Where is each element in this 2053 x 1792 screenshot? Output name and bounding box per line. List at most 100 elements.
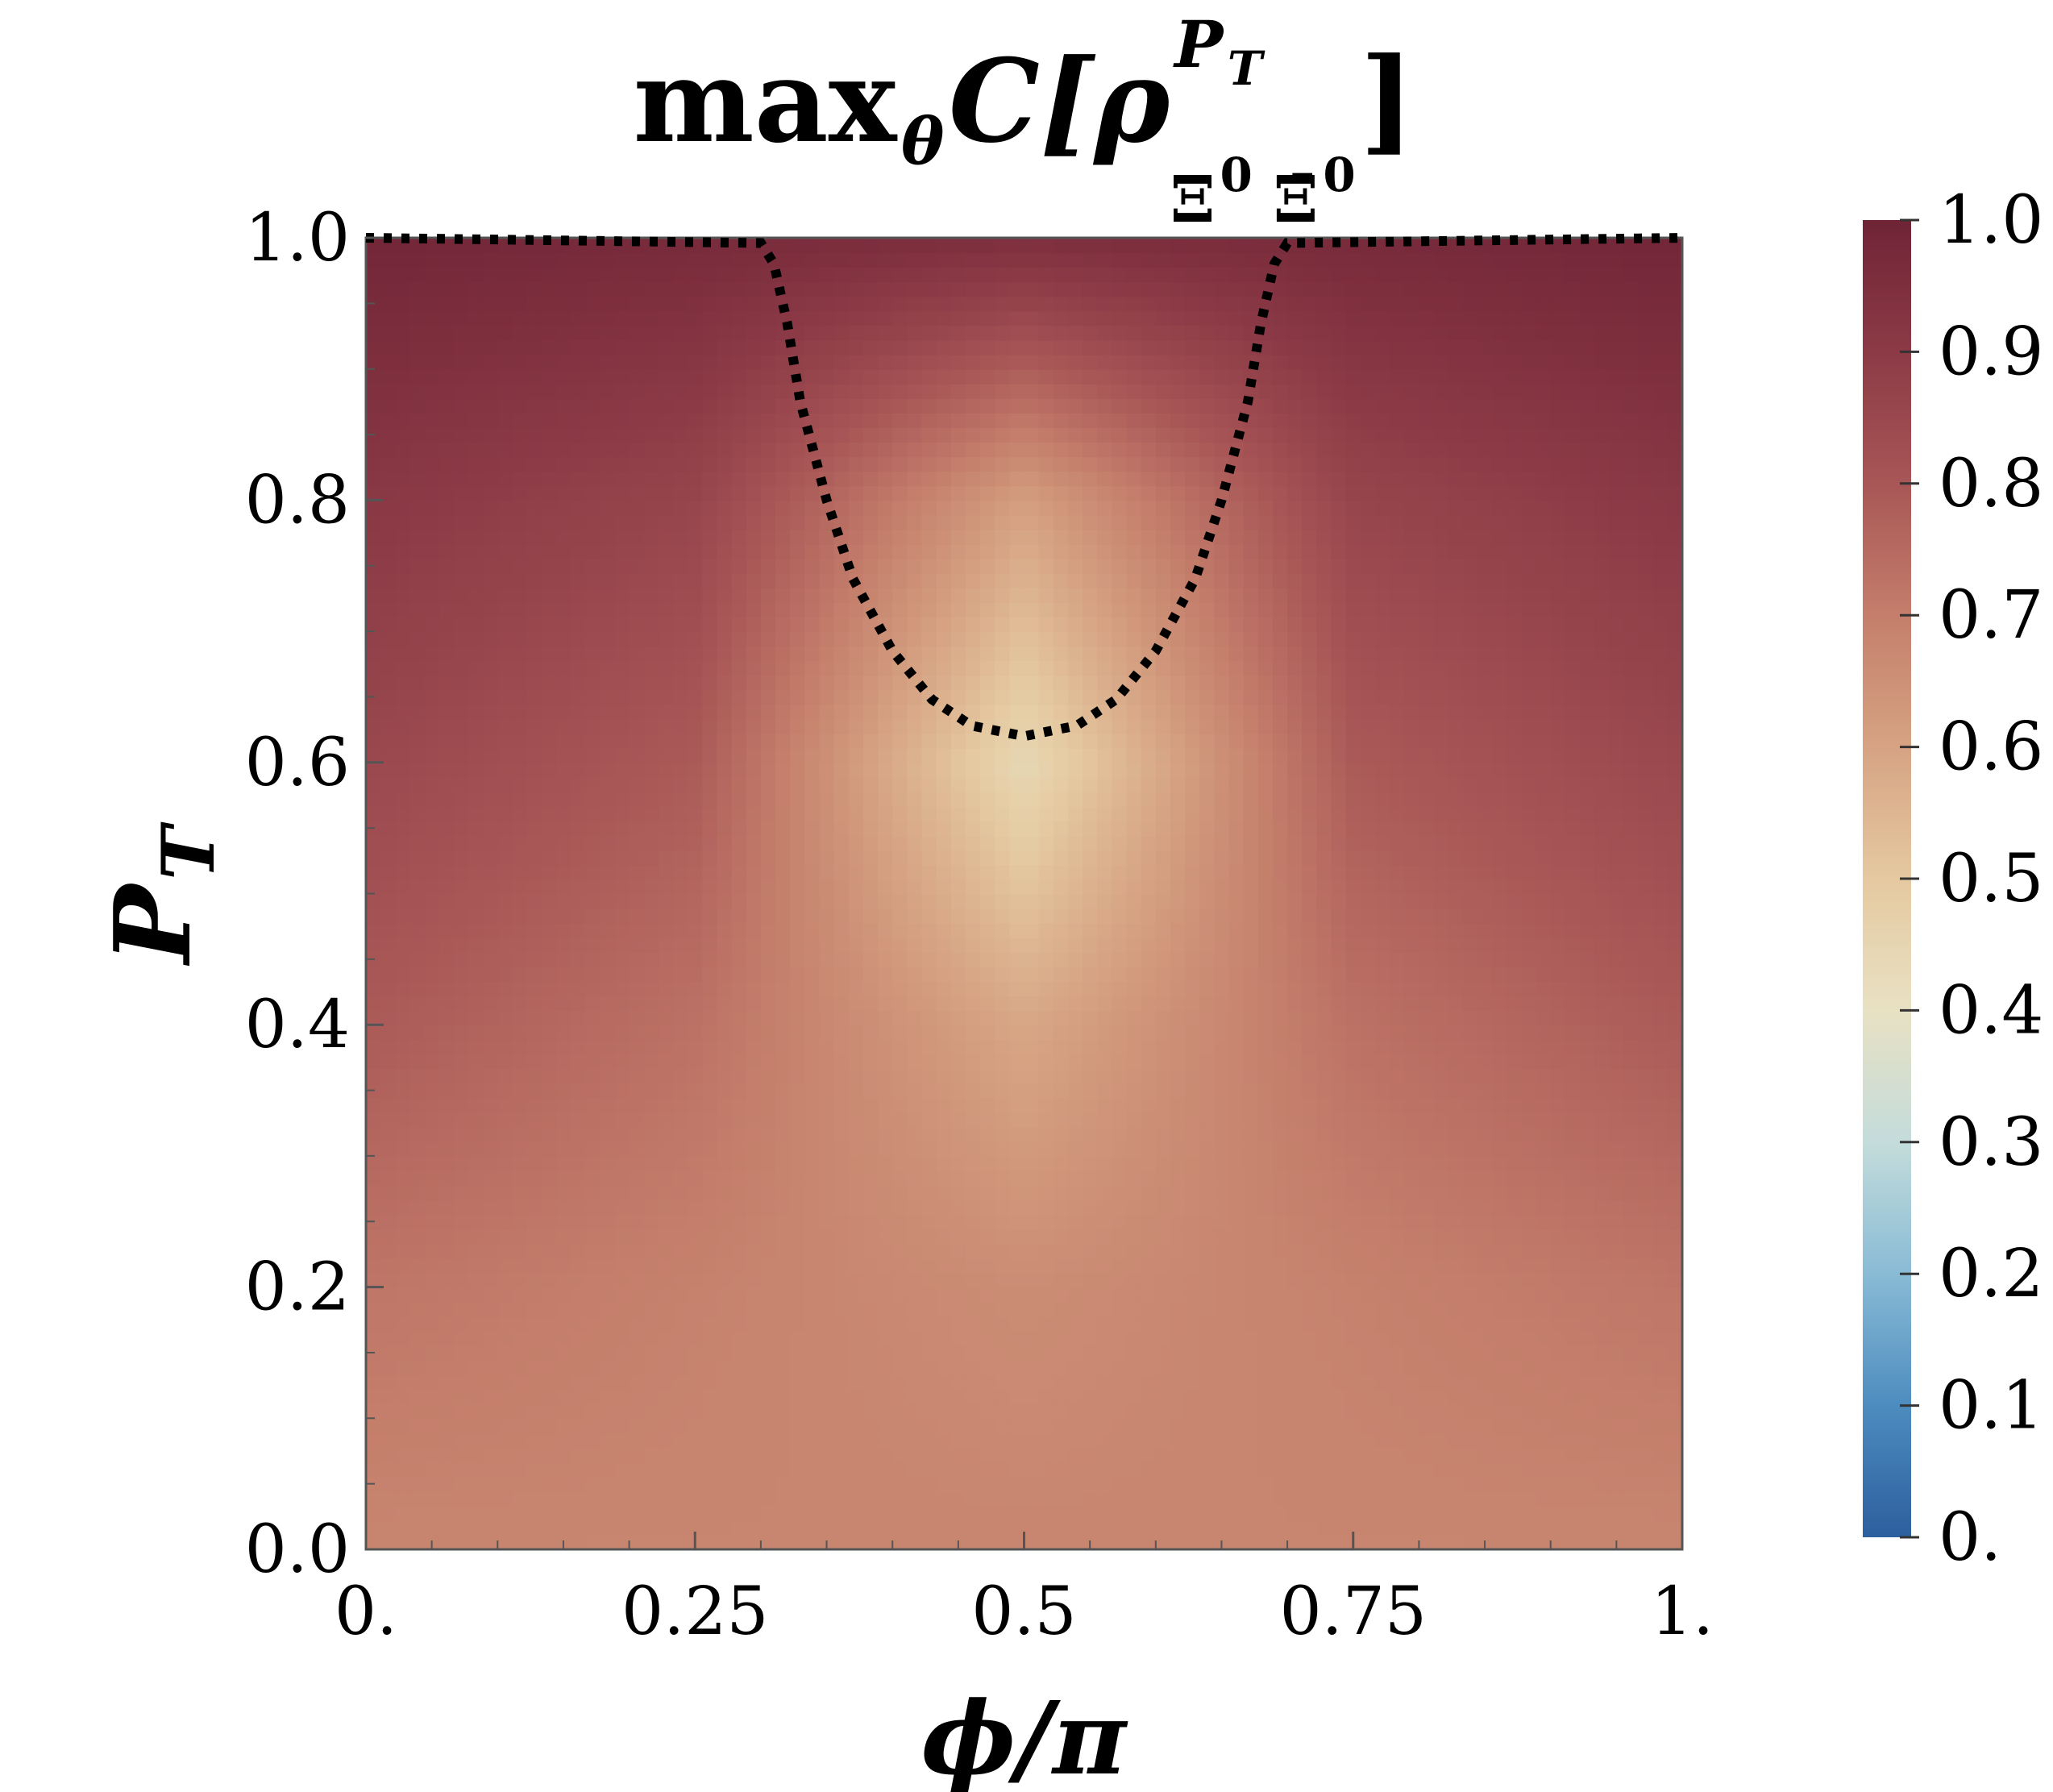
heatmap-cell bbox=[1083, 1520, 1099, 1536]
heatmap-cell bbox=[614, 1418, 630, 1434]
heatmap-cell bbox=[1243, 1360, 1259, 1376]
heatmap-cell bbox=[658, 1258, 674, 1274]
heatmap-cell bbox=[731, 1316, 747, 1332]
heatmap-cell bbox=[746, 864, 762, 880]
heatmap-cell bbox=[1609, 1126, 1625, 1142]
heatmap-cell bbox=[585, 1185, 601, 1201]
heatmap-cell bbox=[1009, 835, 1025, 851]
heatmap-cell bbox=[1170, 1389, 1186, 1405]
heatmap-cell bbox=[1331, 966, 1347, 982]
heatmap-cell bbox=[1360, 1287, 1376, 1303]
heatmap-cell bbox=[790, 1126, 806, 1142]
heatmap-cell bbox=[643, 1214, 659, 1230]
heatmap-cell bbox=[1507, 937, 1523, 953]
heatmap-cell bbox=[1257, 776, 1274, 792]
heatmap-cell bbox=[1492, 1258, 1508, 1274]
heatmap-cell bbox=[848, 1200, 864, 1216]
heatmap-cell bbox=[980, 792, 996, 808]
heatmap-cell bbox=[1433, 951, 1449, 967]
heatmap-cell bbox=[1097, 1258, 1113, 1274]
heatmap-cell bbox=[643, 1039, 659, 1055]
heatmap-cell bbox=[1390, 1403, 1406, 1420]
heatmap-cell bbox=[921, 864, 937, 880]
heatmap-cell bbox=[1462, 1112, 1478, 1128]
heatmap-cell bbox=[833, 733, 850, 749]
heatmap-cell bbox=[658, 951, 674, 967]
heatmap-cell bbox=[1155, 1461, 1171, 1478]
heatmap-cell bbox=[848, 1054, 864, 1070]
heatmap-cell bbox=[526, 951, 542, 967]
heatmap-cell bbox=[965, 879, 981, 895]
heatmap-cell bbox=[1053, 1083, 1069, 1099]
heatmap-cell bbox=[862, 1360, 879, 1376]
heatmap-cell bbox=[1492, 1112, 1508, 1128]
heatmap-cell bbox=[980, 937, 996, 953]
heatmap-cell bbox=[1492, 821, 1508, 837]
heatmap-cell bbox=[409, 1039, 426, 1055]
heatmap-cell bbox=[688, 835, 704, 851]
heatmap-cell bbox=[995, 1068, 1011, 1084]
heatmap-cell bbox=[1170, 1476, 1186, 1492]
heatmap-cell bbox=[643, 1447, 659, 1463]
heatmap-cell bbox=[1097, 937, 1113, 953]
heatmap-cell bbox=[1507, 1389, 1523, 1405]
heatmap-cell bbox=[1243, 1447, 1259, 1463]
heatmap-cell bbox=[746, 981, 762, 997]
heatmap-cell bbox=[512, 821, 528, 837]
heatmap-cell bbox=[526, 1491, 542, 1507]
heatmap-cell bbox=[1316, 1214, 1332, 1230]
heatmap-cell bbox=[1521, 966, 1537, 982]
heatmap-cell bbox=[1228, 762, 1245, 778]
heatmap-cell bbox=[424, 1112, 440, 1128]
heatmap-cell bbox=[526, 1360, 542, 1376]
heatmap-cell bbox=[629, 951, 645, 967]
heatmap-cell bbox=[1433, 1170, 1449, 1187]
heatmap-cell bbox=[1492, 835, 1508, 851]
heatmap-cell bbox=[1623, 1418, 1639, 1434]
heatmap-cell bbox=[555, 1200, 571, 1216]
heatmap-cell bbox=[936, 1374, 952, 1391]
heatmap-cell bbox=[468, 864, 484, 880]
heatmap-cell bbox=[1638, 1229, 1654, 1245]
heatmap-cell bbox=[1521, 951, 1537, 967]
heatmap-cell bbox=[600, 864, 616, 880]
heatmap-cell bbox=[366, 806, 382, 822]
heatmap-cell bbox=[673, 1432, 689, 1449]
heatmap-cell bbox=[1594, 1418, 1610, 1434]
heatmap-cell bbox=[1302, 1345, 1318, 1361]
heatmap-cell bbox=[1580, 821, 1596, 837]
heatmap-cell bbox=[878, 1170, 894, 1187]
heatmap-cell bbox=[995, 1126, 1011, 1142]
heatmap-cell bbox=[995, 821, 1011, 837]
heatmap-cell bbox=[1638, 1447, 1654, 1463]
heatmap-cell bbox=[1126, 1229, 1142, 1245]
heatmap-cell bbox=[585, 1447, 601, 1463]
heatmap-cell bbox=[1141, 1476, 1157, 1492]
heatmap-cell bbox=[380, 879, 397, 895]
heatmap-cell bbox=[1243, 879, 1259, 895]
heatmap-cell bbox=[965, 1229, 981, 1245]
heatmap-cell bbox=[1433, 1403, 1449, 1420]
heatmap-cell bbox=[1257, 1374, 1274, 1391]
heatmap-cell bbox=[731, 1389, 747, 1405]
heatmap-cell bbox=[1638, 1432, 1654, 1449]
heatmap-cell bbox=[819, 1418, 835, 1434]
heatmap-cell bbox=[965, 996, 981, 1012]
heatmap-cell bbox=[878, 792, 894, 808]
heatmap-cell bbox=[512, 1025, 528, 1041]
heatmap-cell bbox=[1652, 1505, 1669, 1521]
heatmap-cell bbox=[526, 1301, 542, 1317]
heatmap-cell bbox=[995, 1505, 1011, 1521]
heatmap-cell bbox=[995, 776, 1011, 792]
heatmap-cell bbox=[1155, 1243, 1171, 1259]
heatmap-cell bbox=[1448, 1155, 1464, 1171]
heatmap-cell bbox=[614, 1170, 630, 1187]
heatmap-cell bbox=[1594, 1432, 1610, 1449]
heatmap-cell bbox=[1462, 1083, 1478, 1099]
heatmap-cell bbox=[1565, 1360, 1581, 1376]
heatmap-cell bbox=[702, 1287, 718, 1303]
heatmap-cell bbox=[746, 806, 762, 822]
heatmap-cell bbox=[1331, 1229, 1347, 1245]
heatmap-cell bbox=[483, 1214, 499, 1230]
heatmap-cell bbox=[1404, 996, 1420, 1012]
